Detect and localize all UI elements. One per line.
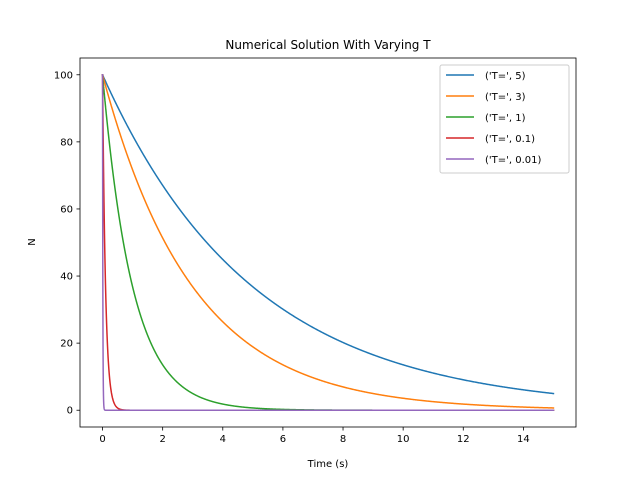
- series-line-0: [101, 74, 555, 395]
- x-tick-label: 14: [517, 434, 530, 445]
- legend-label-1: ('T=', 3): [485, 92, 526, 103]
- y-tick-label: 40: [60, 272, 73, 283]
- x-axis-ticks: 0 2 4 6 8 10 12 14: [99, 427, 530, 445]
- y-tick-label: 0: [67, 406, 73, 417]
- chart-title: Numerical Solution With Varying T: [225, 38, 431, 52]
- plot-frame: [79, 57, 577, 428]
- legend-box: [439, 64, 570, 174]
- series-line-1: [101, 74, 555, 409]
- legend-entries: ('T=', 5) ('T=', 3) ('T=', 1) ('T=', 0.1) ('…: [446, 71, 542, 166]
- x-axis-label: Time (s): [307, 459, 349, 470]
- y-axis-ticks: 0 20 40 60 80 100: [54, 70, 80, 417]
- y-tick-label: 80: [60, 137, 73, 148]
- series-line-4: [101, 74, 555, 411]
- legend: ('T=', 5) ('T=', 3) ('T=', 1) ('T=', 0.1) ('…: [439, 64, 570, 174]
- y-tick-label: 100: [54, 70, 73, 81]
- plot-lines: [101, 74, 555, 411]
- x-tick-label: 2: [159, 434, 165, 445]
- x-tick-label: 12: [457, 434, 470, 445]
- legend-label-4: ('T=', 0.01): [485, 155, 542, 166]
- y-axis-label: N: [27, 238, 38, 245]
- y-tick-label: 60: [60, 204, 73, 215]
- legend-label-2: ('T=', 1): [485, 113, 526, 124]
- legend-label-3: ('T=', 0.1): [485, 134, 535, 145]
- y-tick-label: 20: [60, 339, 73, 350]
- x-tick-label: 4: [220, 434, 226, 445]
- x-tick-label: 8: [340, 434, 346, 445]
- x-tick-label: 0: [99, 434, 105, 445]
- legend-label-0: ('T=', 5): [485, 71, 526, 82]
- x-tick-label: 10: [397, 434, 410, 445]
- x-tick-label: 6: [280, 434, 286, 445]
